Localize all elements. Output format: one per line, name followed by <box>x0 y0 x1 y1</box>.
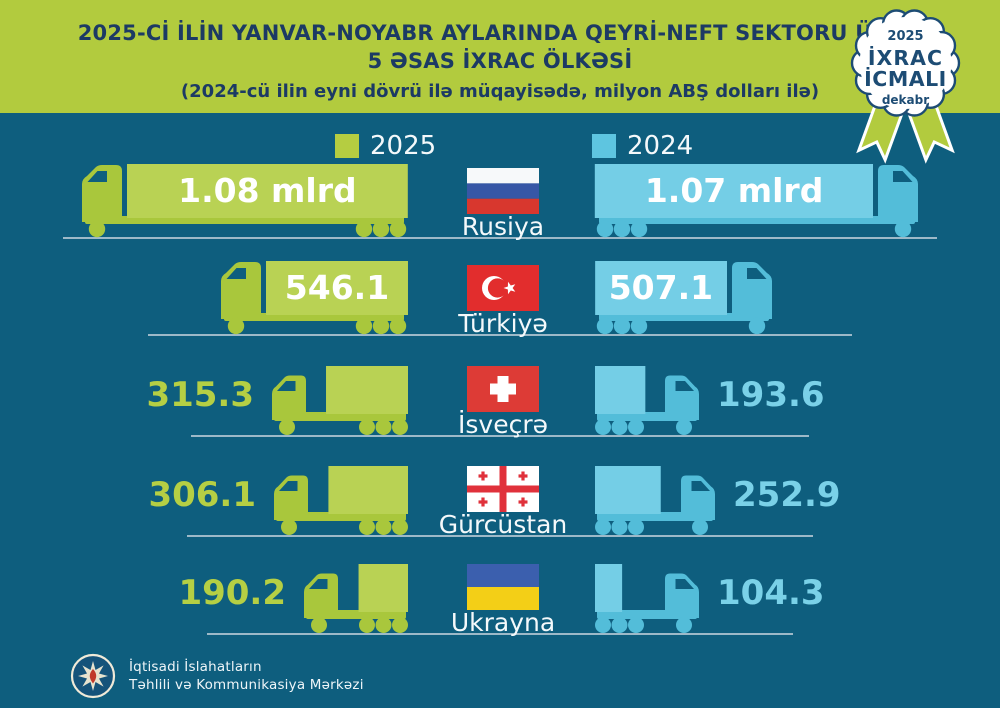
truck-2024-icon <box>595 466 715 535</box>
legend-item-2024: 2024 <box>592 131 693 161</box>
ground-line <box>148 334 852 336</box>
bar-2025: 315.3 <box>0 358 410 436</box>
country-flag <box>467 168 539 214</box>
badge-month: dekabr <box>882 93 929 107</box>
value-label-2025: 306.1 <box>148 475 256 515</box>
bar-2024: 507.1 <box>593 257 1000 335</box>
bar-2024: 104.3 <box>593 556 1000 634</box>
bar-2025: 306.1 <box>0 458 410 536</box>
truck-2024-icon <box>595 564 699 633</box>
flag-ch-icon <box>467 366 539 412</box>
value-label-2024: 507.1 <box>609 268 713 307</box>
truck-2024-icon: 507.1 <box>595 261 772 335</box>
truck-2025-icon: 546.1 <box>221 261 408 335</box>
truck-2025-icon <box>274 466 408 535</box>
org-name-line2: Təhlili və Kommunikasiya Mərkəzi <box>129 677 364 693</box>
ground-line <box>187 535 813 537</box>
legend-label-2024: 2024 <box>627 131 694 161</box>
country-name: Türkiyə <box>458 309 548 338</box>
ground-line <box>63 237 937 239</box>
country-row: 1.08 mlrd 1.07 mlrd Rusiya <box>0 160 1000 257</box>
bar-2025: 546.1 <box>0 257 410 335</box>
truck-2025-icon <box>304 564 408 633</box>
country-flag <box>467 366 539 412</box>
flag-tr-icon <box>467 265 539 311</box>
bar-2024: 193.6 <box>593 358 1000 436</box>
badge-year: 2025 <box>887 29 923 44</box>
badge-title-line2: İCMALI <box>864 66 947 91</box>
header-text-block: 2025-Cİ İLİN YANVAR-NOYABR AYLARINDA QEY… <box>50 0 950 102</box>
legend-item-2025: 2025 <box>335 131 436 161</box>
country-flag <box>467 466 539 512</box>
country-row: 315.3 193.6 İsveçrə <box>0 358 1000 455</box>
page-title-line2: 5 ƏSAS İXRAC ÖLKƏSİ <box>367 49 633 73</box>
value-label-2025: 315.3 <box>146 375 254 415</box>
value-label-2024: 1.07 mlrd <box>645 171 824 210</box>
org-emblem-icon <box>70 653 116 699</box>
country-name: Ukrayna <box>450 608 556 637</box>
export-review-badge: 2025 İXRAC İCMALI dekabr <box>850 9 961 164</box>
badge-title-line1: İXRAC <box>868 45 943 70</box>
org-name: İqtisadi İslahatların Təhlili və Kommuni… <box>129 658 364 694</box>
legend-swatch-2024 <box>592 134 616 158</box>
flag-ru-icon <box>467 168 539 214</box>
bar-2025: 190.2 <box>0 556 410 634</box>
flag-ua-icon <box>467 564 539 610</box>
value-label-2025: 546.1 <box>285 268 389 307</box>
footer-org: İqtisadi İslahatların Təhlili və Kommuni… <box>70 653 364 699</box>
ground-line <box>191 435 809 437</box>
truck-2024-icon <box>595 366 699 435</box>
truck-2024-icon: 1.07 mlrd <box>594 164 918 238</box>
page-title-line1: 2025-Cİ İLİN YANVAR-NOYABR AYLARINDA QEY… <box>77 21 923 45</box>
country-row: 306.1 252.9 Gürcüstan <box>0 458 1000 555</box>
country-row: 190.2 104.3 Ukrayna <box>0 556 1000 653</box>
truck-2025-icon: 1.08 mlrd <box>82 164 408 238</box>
value-label-2024: 104.3 <box>717 573 825 613</box>
badge-seal-face <box>859 17 952 109</box>
country-name: Rusiya <box>461 212 545 241</box>
legend-swatch-2025 <box>335 134 359 158</box>
country-name: İsveçrə <box>458 410 548 439</box>
value-label-2025: 190.2 <box>178 573 286 613</box>
legend-label-2025: 2025 <box>370 131 437 161</box>
country-flag <box>467 564 539 610</box>
bar-2025: 1.08 mlrd <box>0 160 410 238</box>
value-label-2024: 193.6 <box>717 375 825 415</box>
country-flag <box>467 265 539 311</box>
flag-ge-icon <box>467 466 539 512</box>
country-row: 546.1 507.1 Türkiyə <box>0 257 1000 354</box>
bar-2024: 252.9 <box>593 458 1000 536</box>
header-band: 2025-Cİ İLİN YANVAR-NOYABR AYLARINDA QEY… <box>0 0 1000 113</box>
value-label-2025: 1.08 mlrd <box>178 171 357 210</box>
truck-2025-icon <box>272 366 408 435</box>
value-label-2024: 252.9 <box>733 475 841 515</box>
ground-line <box>207 633 793 635</box>
page-subtitle: (2024-cü ilin eyni dövrü ilə müqayisədə,… <box>180 81 820 102</box>
org-name-line1: İqtisadi İslahatların <box>129 659 262 675</box>
bar-2024: 1.07 mlrd <box>593 160 1000 238</box>
country-name: Gürcüstan <box>438 510 568 539</box>
